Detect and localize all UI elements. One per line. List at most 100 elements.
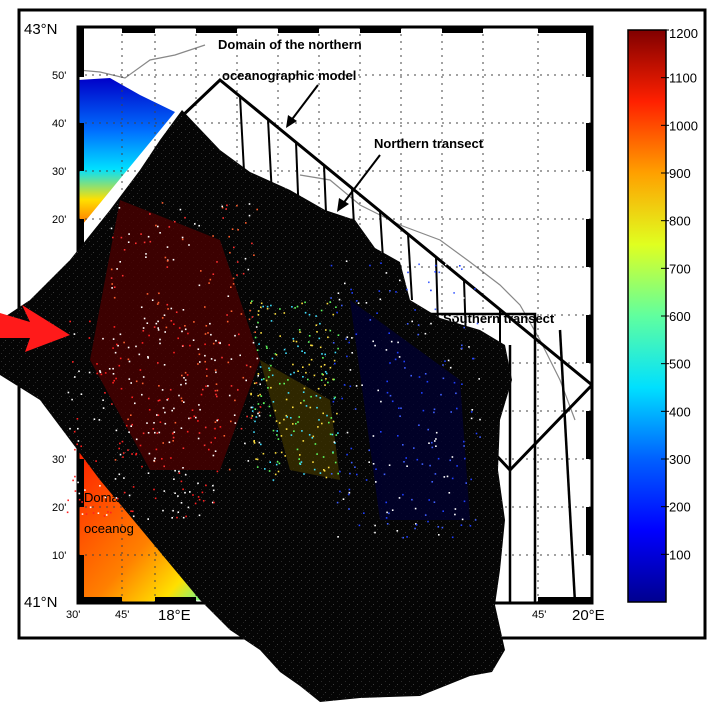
speckle-dot <box>431 441 433 444</box>
speckle-dot <box>429 464 431 467</box>
speckle-dot <box>325 329 327 331</box>
speckle-dot <box>339 490 341 493</box>
speckle-dot <box>428 281 430 284</box>
speckle-dot <box>308 335 311 337</box>
speckle-dot <box>287 392 290 394</box>
speckle-dot <box>128 378 131 380</box>
speckle-dot <box>204 360 206 363</box>
speckle-dot <box>147 357 149 359</box>
speckle-dot <box>123 477 125 479</box>
lon-label: 18°E <box>158 607 191 624</box>
speckle-dot <box>297 370 299 372</box>
speckle-dot <box>300 402 302 404</box>
speckle-dot <box>292 423 294 425</box>
speckle-dot <box>142 432 145 435</box>
speckle-dot <box>110 227 113 230</box>
speckle-dot <box>317 426 319 428</box>
speckle-dot <box>76 418 79 420</box>
speckle-dot <box>266 305 269 308</box>
speckle-dot <box>113 296 116 299</box>
speckle-dot <box>244 257 247 260</box>
speckle-dot <box>88 371 91 374</box>
speckle-dot <box>428 442 430 444</box>
speckle-dot <box>474 288 476 290</box>
speckle-dot <box>151 299 154 301</box>
speckle-dot <box>89 320 91 323</box>
speckle-dot <box>475 432 478 435</box>
speckle-dot <box>77 481 79 484</box>
speckle-dot <box>89 506 92 509</box>
speckle-dot <box>356 473 358 476</box>
speckle-dot <box>80 445 82 448</box>
speckle-dot <box>438 271 441 274</box>
speckle-dot <box>78 498 81 501</box>
speckle-dot <box>388 332 390 334</box>
speckle-dot <box>96 363 98 365</box>
speckle-dot <box>265 345 268 348</box>
speckle-dot <box>312 461 314 463</box>
speckle-dot <box>385 517 388 519</box>
colorbar-tick-label: 900 <box>669 166 691 181</box>
speckle-dot <box>197 482 199 485</box>
speckle-dot <box>341 304 343 307</box>
speckle-dot <box>316 406 318 409</box>
speckle-dot <box>411 264 414 267</box>
speckle-dot <box>111 287 113 289</box>
speckle-dot <box>257 321 259 324</box>
speckle-dot <box>135 452 138 455</box>
speckle-dot <box>200 393 203 396</box>
speckle-dot <box>204 306 206 308</box>
speckle-dot <box>303 399 305 402</box>
speckle-dot <box>414 507 417 510</box>
speckle-dot <box>213 501 215 504</box>
speckle-dot <box>410 374 412 377</box>
speckle-dot <box>172 258 175 261</box>
speckle-dot <box>335 306 337 308</box>
speckle-dot <box>114 478 117 480</box>
colorbar-tick-label: 100 <box>669 547 691 562</box>
speckle-dot <box>337 292 340 294</box>
speckle-dot <box>189 417 192 419</box>
speckle-dot <box>119 261 121 263</box>
speckle-dot <box>461 268 463 270</box>
speckle-dot <box>277 470 280 473</box>
speckle-dot <box>251 242 253 245</box>
speckle-dot <box>198 284 201 287</box>
speckle-dot <box>184 216 186 219</box>
speckle-dot <box>84 489 86 491</box>
speckle-dot <box>337 432 339 434</box>
speckle-dot <box>276 461 279 463</box>
speckle-dot <box>112 381 114 384</box>
speckle-dot <box>433 501 436 503</box>
speckle-dot <box>323 364 326 366</box>
speckle-dot <box>66 511 69 514</box>
speckle-dot <box>386 380 388 383</box>
speckle-dot <box>216 261 218 263</box>
speckle-dot <box>292 363 294 366</box>
speckle-dot <box>389 394 392 397</box>
speckle-dot <box>334 396 336 399</box>
speckle-dot <box>279 308 281 310</box>
colorbar-tick-label: 600 <box>669 309 691 324</box>
coastline-balkan <box>299 174 576 421</box>
speckle-dot <box>157 362 159 364</box>
speckle-dot <box>250 392 252 395</box>
speckle-dot <box>147 235 150 238</box>
speckle-dot <box>404 367 406 369</box>
speckle-dot <box>185 515 187 518</box>
speckle-dot <box>460 524 463 526</box>
speckle-dot <box>198 514 201 517</box>
speckle-dot <box>214 359 216 362</box>
speckle-dot <box>184 325 186 327</box>
speckle-dot <box>259 393 261 396</box>
speckle-dot <box>202 388 204 391</box>
speckle-dot <box>157 399 160 402</box>
speckle-dot <box>252 341 255 344</box>
speckle-dot <box>437 526 440 528</box>
speckle-dot <box>270 386 272 389</box>
speckle-dot <box>455 392 457 395</box>
speckle-dot <box>324 353 326 356</box>
speckle-dot <box>118 207 121 209</box>
speckle-dot <box>331 433 334 436</box>
speckle-dot <box>127 241 130 243</box>
